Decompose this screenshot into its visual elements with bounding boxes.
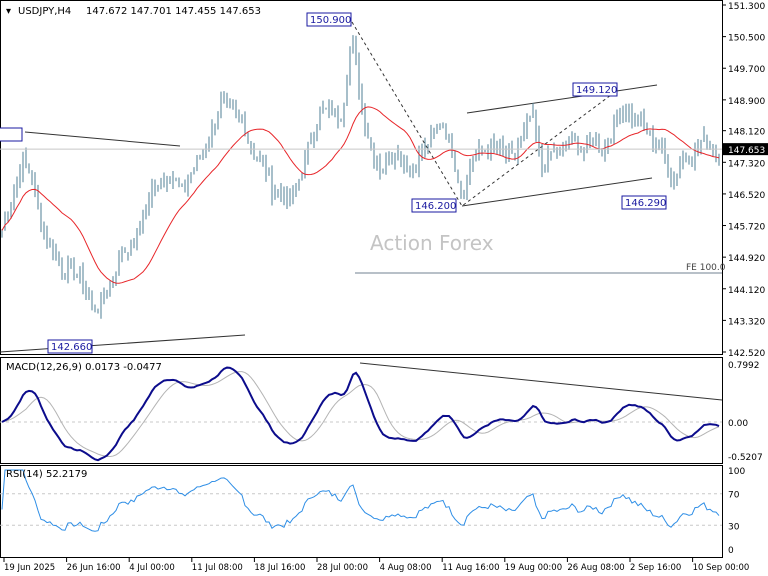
rsi-tick-label: 100 (728, 467, 745, 477)
trendline (0, 334, 246, 353)
macd-title: MACD(12,26,9) 0.0173 -0.0477 (6, 362, 162, 373)
x-tick-label: 26 Jun 16:00 (67, 563, 121, 573)
rsi-tick-label: 70 (728, 491, 740, 501)
chart-symbol: USDJPY,H4 (18, 6, 71, 17)
y-tick-label: 144.920 (728, 254, 765, 264)
price-label: 150.900 (310, 15, 351, 26)
fibo-expansion-dashed-line (351, 21, 616, 207)
x-tick-label: 11 Aug 16:00 (442, 563, 499, 573)
y-tick-label: 148.120 (728, 128, 765, 138)
price-label: 149.120 (576, 85, 617, 96)
current-price-label: 147.653 (728, 146, 765, 156)
price-label-box (0, 127, 23, 142)
y-tick-label: 148.900 (728, 97, 765, 107)
price-label-box (572, 82, 618, 97)
symbol-triangle-icon[interactable]: ▾ (6, 6, 11, 17)
price-label: 146.200 (415, 201, 456, 212)
x-tick-label: 19 Aug 00:00 (505, 563, 562, 573)
price-bars (1, 35, 720, 319)
y-tick-label: 150.500 (728, 34, 765, 44)
price-pane-frame (0, 0, 723, 355)
chart-ohlc: 147.672 147.701 147.455 147.653 (86, 6, 261, 17)
rsi-pane-frame (0, 465, 723, 558)
y-tick-label: 149.700 (728, 65, 765, 75)
fe-level-label: FE 100.0 (686, 263, 726, 273)
x-tick-label: 11 Jul 08:00 (192, 563, 243, 573)
x-tick-label: 4 Aug 08:00 (380, 563, 432, 573)
x-tick-label: 28 Jul 00:00 (317, 563, 368, 573)
price-label-box (411, 198, 457, 213)
rsi-tick-label: 0 (728, 546, 734, 556)
x-tick-label: 18 Jul 16:00 (254, 563, 305, 573)
macd-signal-line (1, 371, 720, 458)
y-tick-label: 143.320 (728, 317, 765, 327)
price-label: 146.290 (625, 198, 666, 209)
macd-line (1, 366, 720, 462)
y-tick-label: 147.320 (728, 159, 765, 169)
macd-trendline (359, 362, 723, 401)
x-tick-label: 10 Sep 00:00 (693, 563, 750, 573)
macd-tick-label: -0.5207 (728, 453, 763, 463)
trendline (24, 131, 181, 147)
current-price-badge (723, 143, 768, 156)
price-label-box (621, 195, 667, 210)
x-tick-label: 2 Sep 16:00 (630, 563, 681, 573)
rsi-tick-label: 30 (728, 522, 740, 532)
price-label: 142.660 (51, 342, 92, 353)
rsi-title: RSI(14) 52.2179 (6, 469, 87, 480)
x-tick-label: 4 Jul 00:00 (129, 563, 175, 573)
y-tick-label: 144.120 (728, 286, 765, 296)
macd-pane-frame (0, 357, 723, 464)
watermark: Action Forex (370, 231, 494, 255)
y-tick-label: 151.300 (728, 2, 765, 12)
x-tick-label: 26 Aug 08:00 (567, 563, 624, 573)
price-label-box (47, 339, 93, 354)
y-tick-label: 145.720 (728, 223, 765, 233)
price-label-box (306, 12, 352, 27)
x-tick-label: 19 Jun 2025 (4, 563, 55, 573)
trendline (466, 84, 658, 114)
macd-tick-label: 0.7992 (728, 361, 760, 371)
rsi-line (1, 469, 720, 532)
macd-tick-label: 0.00 (728, 419, 748, 429)
y-tick-label: 142.520 (728, 349, 765, 359)
moving-average-line (1, 106, 720, 284)
trendline (461, 177, 653, 207)
y-tick-label: 146.520 (728, 191, 765, 201)
